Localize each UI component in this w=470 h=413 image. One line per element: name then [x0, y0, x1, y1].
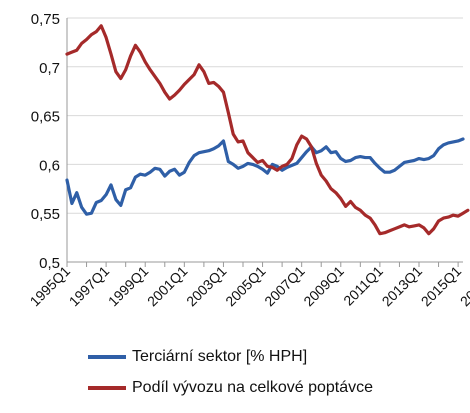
x-tick-label: 1999Q1	[105, 263, 152, 310]
series-line-1	[65, 24, 470, 236]
legend-swatch	[88, 386, 126, 390]
series-line-0	[65, 137, 465, 216]
series-lines	[65, 24, 470, 236]
x-tick-label: 2009Q1	[300, 263, 347, 310]
y-tick-label: 0,65	[31, 109, 60, 126]
legend-item-terciarni-sektor: Terciární sektor [% HPH]	[88, 348, 307, 366]
x-tick-label: 2003Q1	[183, 263, 230, 310]
legend-label: Terciární sektor [% HPH]	[132, 348, 308, 365]
y-tick-label: 0,55	[31, 206, 60, 223]
legend-label: Podíl vývozu na celkové poptávce	[132, 379, 374, 396]
y-axis: 0,5 0,55 0,6 0,65 0,7 0,75	[31, 11, 68, 272]
y-tick-label: 0,7	[39, 60, 60, 77]
x-axis: 1995Q11997Q11999Q12001Q12003Q12005Q12007…	[27, 261, 470, 310]
x-tick-label: 1997Q1	[66, 263, 113, 310]
y-tick-label: 0,75	[31, 11, 60, 28]
y-tick-label: 0,6	[39, 157, 60, 174]
legend-swatch	[88, 355, 126, 359]
x-tick-label: 2001Q1	[144, 263, 191, 310]
x-tick-label: 2005Q1	[222, 263, 269, 310]
x-tick-label: 2015Q1	[418, 263, 465, 310]
x-tick-label: 2007Q1	[261, 263, 308, 310]
x-tick-label: 2013Q1	[379, 263, 426, 310]
legend-item-podil-vyvozu: Podíl vývozu na celkové poptávce	[88, 379, 373, 397]
y-tick-label: 0,5	[39, 255, 60, 272]
x-tick-label: 2011Q1	[340, 263, 386, 309]
